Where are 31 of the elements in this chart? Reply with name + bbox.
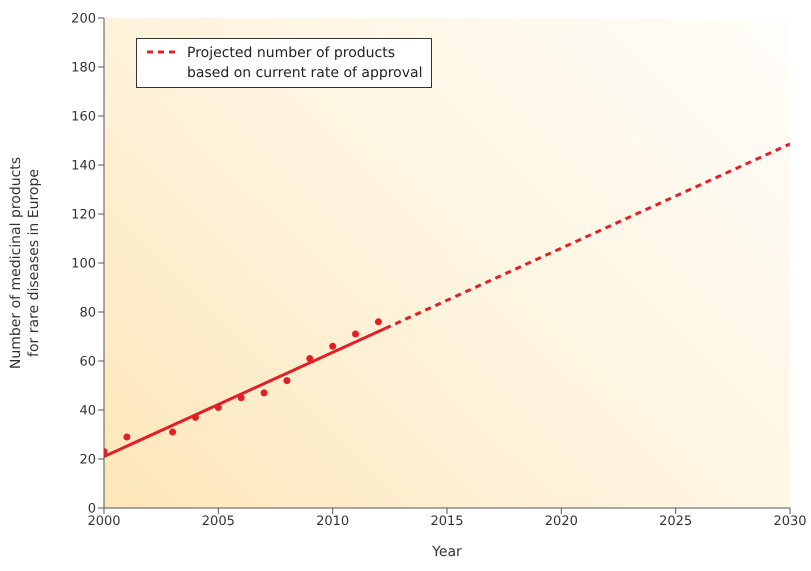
point: [306, 355, 314, 362]
y-tick-label: 180: [71, 60, 96, 76]
y-tick-label: 120: [71, 208, 96, 223]
point: [374, 318, 382, 326]
y-tick-label: 20: [79, 452, 96, 468]
x-tick-label: 2015: [430, 514, 464, 530]
point: [169, 428, 176, 436]
y-tick-label: 60: [79, 354, 96, 370]
x-tick-label: 2020: [544, 514, 578, 530]
y-tick-label: 140: [71, 158, 96, 174]
y-tick-label: 0: [88, 502, 96, 517]
point: [352, 330, 360, 338]
y-tick-label: 200: [71, 12, 96, 27]
x-tick-label: 2025: [659, 514, 692, 530]
point: [329, 342, 336, 350]
y-tick-label: 160: [71, 110, 96, 125]
point: [283, 377, 290, 384]
y-tick-label: 40: [79, 404, 96, 419]
point: [260, 389, 268, 396]
x-tick-label: 2010: [316, 514, 350, 530]
x-tick-label: 2000: [87, 514, 121, 530]
y-axis-title: Number of medicinal products for rare diseases in Europe: [8, 156, 42, 370]
point: [214, 404, 222, 412]
y-tick-label: 100: [71, 256, 96, 272]
x-axis-title: Year: [431, 544, 462, 560]
legend-label: Projected number of products based on current rate of approval: [187, 44, 423, 83]
x-tick-label: 2005: [202, 514, 235, 530]
y-tick-label: 80: [79, 306, 96, 321]
x-tick-label: 2030: [773, 514, 807, 530]
point: [238, 394, 245, 402]
point: [123, 433, 130, 440]
